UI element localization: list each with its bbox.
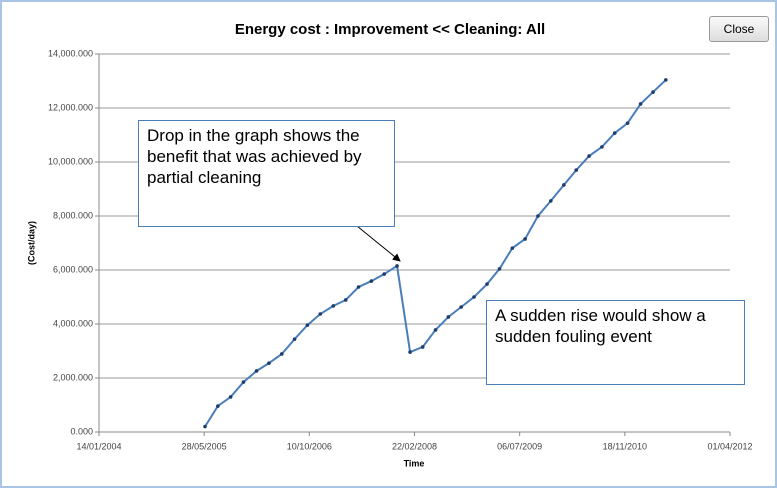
data-point [216,404,220,408]
data-point [356,285,361,289]
chart-title: Energy cost : Improvement << Cleaning: A… [235,21,545,38]
y-tick-label: 2,000.000 [53,372,93,382]
data-point [536,214,540,218]
data-point [292,337,297,341]
annotation-arrow [356,225,401,262]
data-point [420,345,425,349]
data-point [228,395,233,399]
data-point [472,295,476,299]
data-point [625,121,630,125]
x-tick-label: 28/05/2005 [182,441,227,451]
data-point [600,145,604,149]
x-tick-label: 10/10/2006 [287,441,332,451]
data-point [485,282,489,286]
data-point [510,246,515,250]
annotation: Drop in the graph shows the benefit that… [138,120,395,227]
data-point [497,267,502,271]
data-point [408,350,412,354]
data-point [331,304,336,308]
y-axis-label: (Cost/day) [26,221,36,265]
data-point [254,369,259,373]
data-point [433,328,438,332]
data-point [612,131,617,135]
data-point [279,352,284,356]
data-point [369,279,374,283]
y-tick-label: 6,000.000 [53,264,93,274]
data-point [203,424,207,429]
data-point [343,298,348,302]
data-point [267,361,271,365]
data-point [523,237,527,241]
x-tick-label: 18/11/2010 [603,441,647,451]
data-point [664,78,668,82]
data-point [562,183,566,187]
x-tick-label: 22/02/2008 [392,441,437,451]
x-tick-label: 06/07/2009 [497,441,542,451]
y-tick-label: 8,000.000 [53,210,93,220]
y-tick-label: 10,000.000 [48,156,93,166]
data-point [241,380,246,384]
y-tick-label: 4,000.000 [53,318,93,328]
data-point [638,102,643,106]
data-point [305,323,310,327]
x-tick-label: 01/04/2012 [707,441,752,451]
close-button[interactable]: Close [709,16,769,42]
data-point [395,264,399,268]
data-point [587,154,591,158]
data-point [574,168,579,172]
data-point [446,315,451,319]
data-point [651,90,655,94]
data-point [382,272,387,276]
data-point [459,305,463,309]
x-tick-label: 14/01/2004 [76,441,121,451]
x-axis-label: Time [404,458,425,468]
data-point [548,199,553,203]
annotation: A sudden rise would show a sudden foulin… [486,300,745,385]
y-tick-label: 14,000.000 [48,48,93,58]
y-tick-label: 12,000.000 [48,102,93,112]
y-tick-label: 0.000 [70,426,93,436]
data-point [318,312,323,316]
